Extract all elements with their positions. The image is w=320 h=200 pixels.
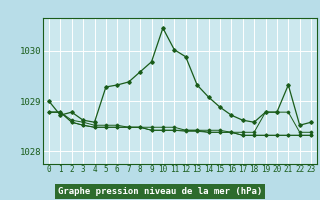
Text: Graphe pression niveau de la mer (hPa): Graphe pression niveau de la mer (hPa): [58, 187, 262, 196]
